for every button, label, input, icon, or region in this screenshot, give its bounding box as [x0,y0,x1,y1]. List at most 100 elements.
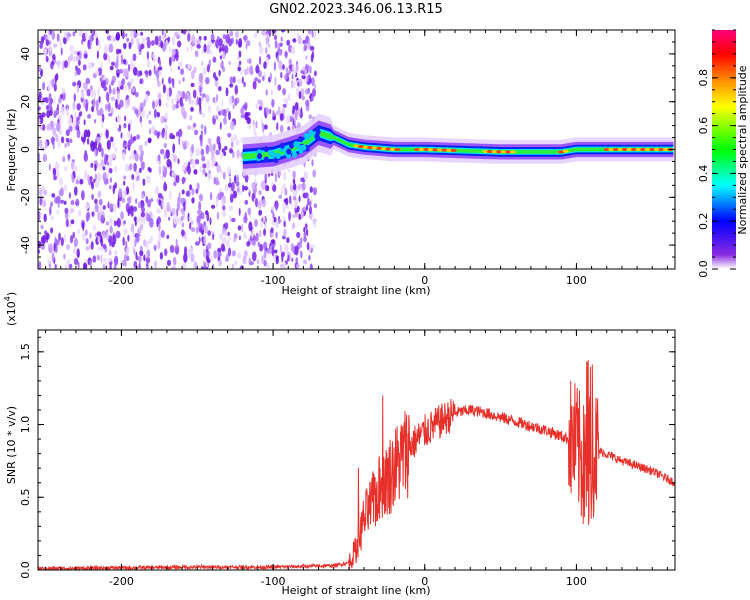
noise-blob [73,237,78,248]
noise-blob [256,259,260,265]
noise-blob [135,233,140,243]
noise-blob [173,181,177,187]
noise-blob [127,97,130,106]
noise-blob [183,201,186,212]
noise-blob [72,55,77,62]
track-peak [427,148,434,152]
noise-blob [102,263,105,269]
noise-blob [63,60,69,68]
noise-blob [52,167,57,176]
noise-blob [279,124,284,133]
snr-panel: -200 -100 0 100 0.0 0.5 1.0 1.5 Height of straig… [3,292,676,597]
noise-blob [128,63,131,72]
noise-blob [261,180,266,191]
noise-blob [146,36,151,41]
noise-blob [49,125,52,131]
noise-blob [243,81,246,88]
noise-blob [140,161,145,171]
noise-blob [65,244,71,251]
noise-blob [304,223,308,229]
track-peak [617,148,624,151]
noise-blob [276,256,279,262]
noise-blob [43,189,48,196]
noise-blob [292,38,297,43]
noise-blob [240,114,246,119]
noise-blob [137,201,142,209]
noise-blob [132,135,137,142]
noise-blob [158,165,162,176]
noise-blob [191,34,196,45]
noise-blob [171,170,175,177]
noise-blob [227,166,232,176]
noise-blob [233,237,237,243]
noise-blob [290,201,293,207]
noise-blob [82,98,86,109]
track-peak [385,147,392,151]
noise-blob [144,70,149,75]
noise-blob [118,188,123,198]
noise-blob [263,249,267,259]
noise-blob [199,193,203,202]
noise-blob [112,37,117,42]
track-peak [450,148,457,152]
noise-blob [42,81,46,91]
noise-blob [177,40,182,48]
noise-blob [270,239,275,245]
noise-blob [69,235,74,244]
noise-blob [85,169,88,177]
track-peak [436,148,443,152]
noise-blob [120,54,123,65]
noise-blob [210,49,213,56]
noise-blob [63,200,67,205]
noise-blob [301,65,305,72]
noise-blob [274,40,278,49]
noise-blob [65,129,70,137]
noise-blob [222,171,226,180]
noise-blob [222,34,227,40]
noise-blob [313,203,317,209]
noise-blob [115,31,121,41]
noise-blob [282,206,286,214]
noise-blob [215,105,220,112]
noise-blob [87,39,91,49]
noise-blob [278,194,282,199]
noise-blob [232,190,238,199]
noise-blob [102,205,106,210]
noise-blob [69,138,73,144]
noise-blob [255,120,258,129]
colorbar-label: Normalized spectral amplitude [736,65,749,234]
noise-blob [307,30,312,35]
noise-blob [163,181,167,191]
noise-blob [97,246,102,251]
noise-blob [210,192,213,201]
noise-blob [48,83,51,92]
noise-blob [274,76,277,87]
noise-blob [163,208,168,218]
noise-blob [223,151,227,157]
noise-blob [85,229,88,236]
noise-blob [178,128,183,138]
noise-blob [96,231,102,236]
noise-blob [76,67,81,76]
noise-blob [288,69,292,75]
noise-blob [122,142,126,149]
noise-blob [240,151,244,159]
noise-blob [218,38,223,47]
noise-blob [291,257,294,262]
noise-blob [198,236,201,244]
noise-blob [295,63,299,73]
noise-blob [43,46,48,56]
noise-blob [295,257,299,264]
noise-blob [277,84,282,91]
noise-blob [176,208,179,217]
noise-blob [195,226,199,234]
noise-blob [138,144,143,152]
noise-blob [240,106,244,115]
noise-blob [288,64,292,70]
x-tick-label: 100 [566,274,587,287]
noise-blob [279,244,283,253]
noise-blob [158,199,162,206]
noise-blob [123,42,127,50]
noise-blob [272,184,277,192]
